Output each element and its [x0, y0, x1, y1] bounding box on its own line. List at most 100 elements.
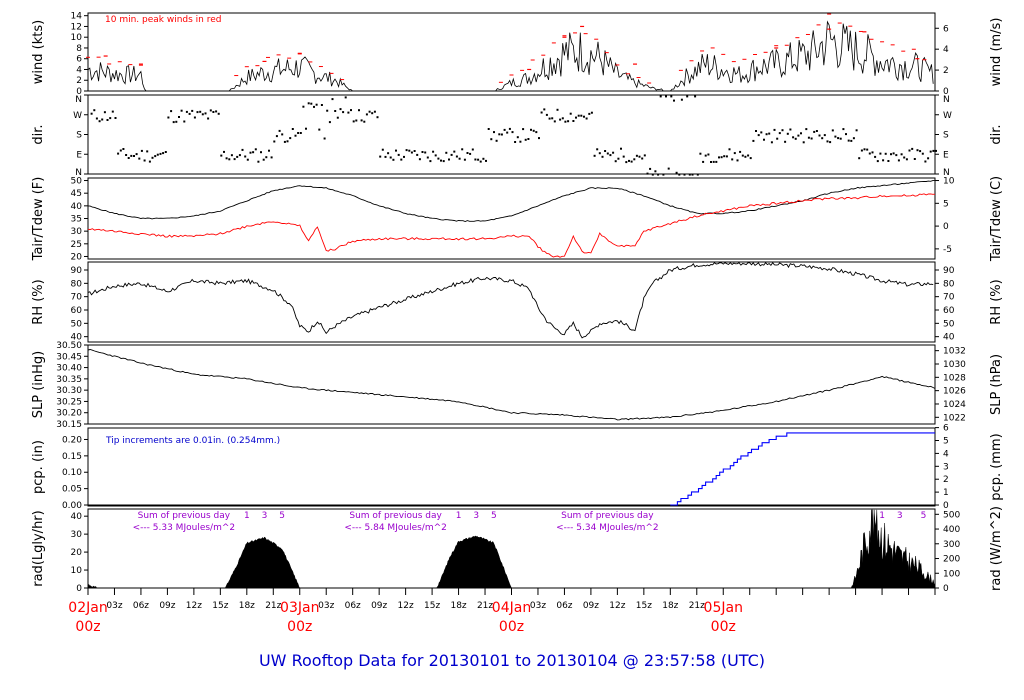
left-tick-label: 50 — [71, 177, 83, 187]
dir-point — [718, 156, 720, 159]
dir-point — [291, 128, 294, 130]
dir-point — [527, 138, 530, 140]
dir-point — [498, 133, 501, 136]
right-tick-label: 0 — [943, 222, 949, 232]
dir-point — [93, 109, 96, 112]
dir-point — [635, 154, 638, 157]
dir-point — [837, 137, 840, 140]
dir-point — [622, 155, 625, 158]
dir-point — [106, 119, 109, 121]
panel-frame — [87, 12, 936, 92]
left-tick-label: 30.25 — [56, 397, 82, 407]
left-tick-label: 90 — [71, 266, 83, 276]
dir-point — [575, 116, 577, 119]
dir-point — [424, 151, 427, 154]
dir-point — [162, 152, 165, 155]
left-tick-label: 40 — [71, 512, 83, 522]
left-tick-label: 0.10 — [62, 468, 82, 478]
right-axis-label: RH (%) — [989, 279, 1004, 324]
dir-point — [763, 138, 765, 141]
left-tick-label: 4 — [76, 65, 82, 75]
dir-point — [551, 117, 554, 120]
dir-point — [852, 137, 855, 140]
right-axis-label: pcp. (mm) — [989, 433, 1004, 500]
dir-point — [924, 160, 927, 163]
dir-point — [170, 110, 173, 113]
dir-point — [651, 173, 654, 176]
left-tick-label: 6 — [76, 55, 82, 65]
dir-point — [140, 149, 143, 152]
sum-value: <--- 5.34 MJoules/m^2 — [556, 523, 658, 533]
right-tick-label: 2 — [943, 66, 949, 76]
pcp-line — [670, 432, 935, 506]
dir-point — [702, 160, 705, 163]
dir-point — [188, 112, 191, 115]
dir-point — [381, 148, 384, 151]
rad-area — [87, 509, 936, 589]
dir-point — [696, 173, 699, 176]
dir-point — [90, 112, 93, 115]
dir-point — [776, 137, 779, 140]
dir-point — [911, 147, 914, 150]
x-tick-label: 18z — [239, 601, 255, 611]
dir-point — [151, 156, 154, 159]
dir-point — [130, 154, 133, 157]
dir-point — [818, 134, 821, 137]
dir-point — [458, 157, 461, 160]
right-axis-label: SLP (hPa) — [989, 354, 1004, 415]
dir-point — [376, 116, 379, 119]
dir-point — [789, 128, 792, 131]
left-tick-label: 80 — [71, 279, 83, 289]
dir-point — [868, 152, 871, 155]
dir-point — [389, 156, 392, 159]
left-tick-label: 20 — [71, 548, 83, 558]
left-tick-label: 40 — [71, 333, 83, 343]
sum-value: <--- 5.84 MJoules/m^2 — [344, 523, 446, 533]
dir-point — [323, 137, 326, 140]
dir-point — [302, 105, 305, 108]
panel-frame — [87, 261, 936, 343]
left-tick-label: 0 — [76, 584, 82, 594]
dir-point — [815, 130, 818, 132]
dir-point — [238, 154, 241, 157]
dir-point — [678, 173, 681, 176]
dir-point — [588, 112, 591, 115]
dir-point — [519, 140, 522, 143]
dir-point — [752, 139, 755, 142]
dir-point — [373, 110, 376, 113]
right-tick-label: 100 — [943, 569, 960, 579]
x-tick-label: 12z — [609, 601, 625, 611]
dir-point — [905, 158, 908, 161]
x-tick-label: 06z — [133, 601, 149, 611]
dir-point — [887, 160, 890, 162]
right-axis-label: dir. — [989, 124, 1004, 144]
right-tick-label: 6 — [943, 24, 949, 34]
hour-mark: 5 — [921, 511, 927, 521]
dir-point — [792, 136, 795, 139]
dir-point — [733, 152, 736, 155]
right-tick-label: 300 — [943, 540, 960, 550]
dir-point — [741, 154, 744, 157]
day-label: 03Jan — [280, 600, 319, 616]
left-tick-label: N — [75, 95, 82, 105]
panel-frame — [87, 427, 936, 507]
dir-point — [538, 137, 540, 140]
hour-mark: 3 — [262, 511, 268, 521]
dir-point — [643, 154, 646, 157]
dir-point — [387, 152, 390, 155]
dir-point — [392, 158, 395, 161]
left-tick-label: 30.20 — [56, 409, 82, 419]
day-label: 05Jan — [704, 600, 743, 616]
right-tick-label: 40 — [943, 333, 955, 343]
panel-temp: 20 25 30 35 40 45 50 -5 0 5 10 Tair/Tdew (F) Tair/Td… — [31, 176, 1004, 263]
dir-point — [593, 154, 596, 157]
dir-point — [511, 131, 514, 134]
dir-point — [768, 132, 771, 135]
left-tick-label: 0.15 — [62, 452, 82, 462]
dir-point — [400, 158, 403, 161]
dir-point — [434, 154, 437, 157]
dir-point — [209, 109, 212, 112]
dir-point — [871, 151, 874, 154]
